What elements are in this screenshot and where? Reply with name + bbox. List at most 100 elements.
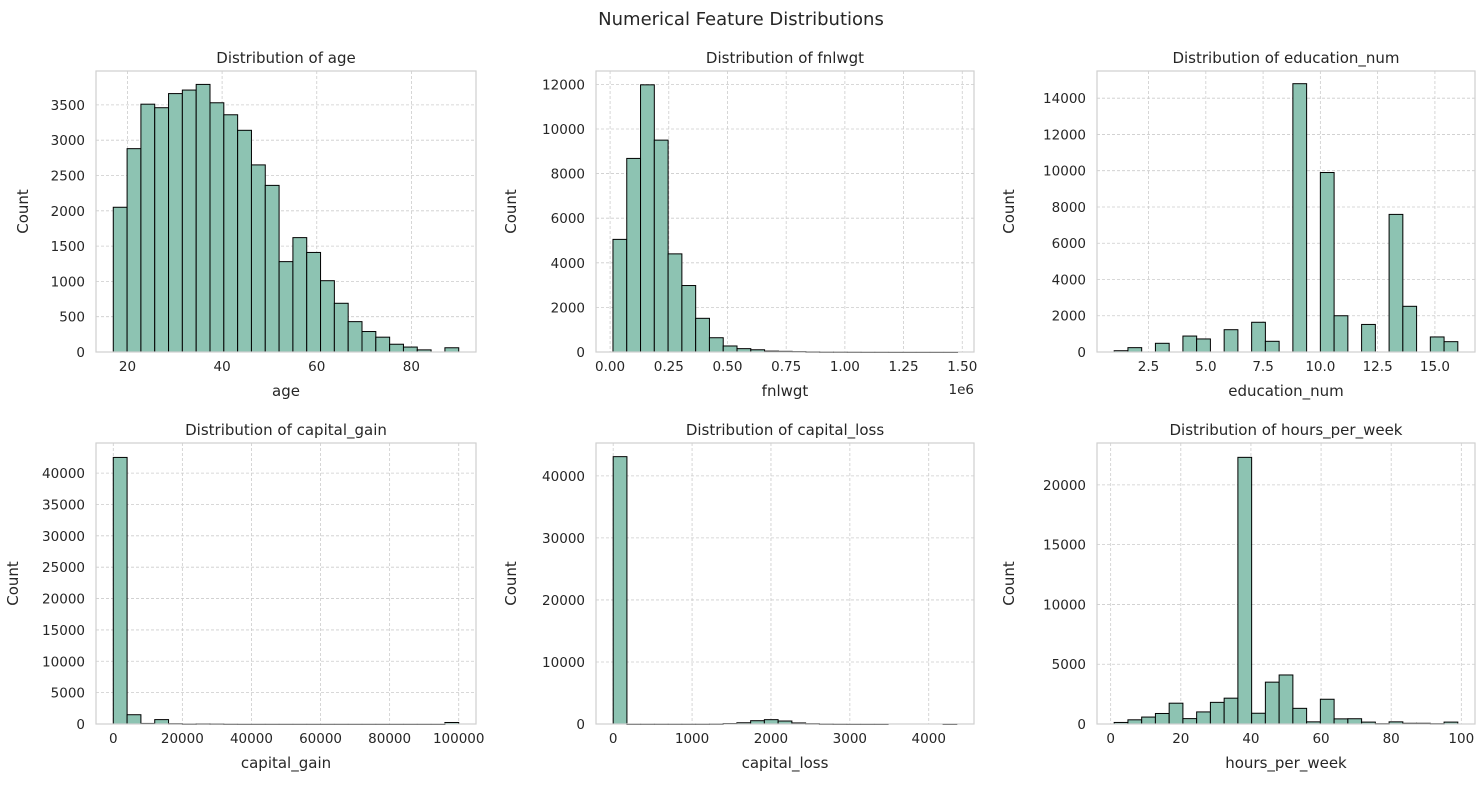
histogram-bars — [1113, 83, 1459, 353]
x-axis-label: hours_per_week — [1225, 754, 1347, 773]
histogram-bars — [1113, 456, 1459, 725]
y-tick-label: 12000 — [542, 77, 585, 93]
x-tick-label: 2000 — [754, 731, 788, 747]
y-tick-label: 30000 — [542, 531, 585, 547]
histogram-bar — [292, 237, 308, 353]
x-tick-label: 0.25 — [654, 359, 684, 375]
y-tick-label: 10000 — [42, 654, 85, 670]
y-axis-label: Count — [1000, 189, 1018, 234]
x-offset-label: 1e6 — [949, 382, 974, 398]
histogram-bar — [444, 347, 460, 353]
histogram-bar — [1292, 707, 1308, 725]
histogram-bar — [333, 302, 349, 353]
histogram-bar — [626, 157, 642, 353]
x-tick-label: 60 — [308, 359, 325, 375]
histogram-bar — [1251, 321, 1266, 353]
histogram-bar — [1196, 711, 1211, 725]
y-tick-label: 12000 — [1043, 127, 1086, 143]
y-axis-label: Count — [14, 189, 32, 234]
histogram-bar — [612, 456, 628, 725]
y-tick-label: 5000 — [1052, 657, 1086, 673]
y-tick-label: 40000 — [42, 466, 85, 482]
x-tick-label: 5.0 — [1195, 359, 1216, 375]
y-axis-label: Count — [1000, 561, 1018, 606]
histogram-bar — [195, 83, 211, 353]
y-tick-label: 0 — [1077, 345, 1086, 361]
x-tick-label: 15.0 — [1420, 359, 1450, 375]
x-tick-label: 2.5 — [1138, 359, 1159, 375]
subplot-age: 20 40 60 80 0 500 1000 1500 2000 2500 3000 3500 Dist… — [14, 49, 477, 400]
histogram-bars — [612, 84, 959, 353]
y-tick-label: 10000 — [542, 655, 585, 671]
subplot-title: Distribution of education_num — [1172, 49, 1399, 68]
subplot-hours-per-week: 0 20 40 60 80 100 0 5000 10000 15000 20000 Distribu… — [1000, 421, 1476, 773]
histogram-bar — [1388, 213, 1404, 353]
subplot-education-num: 2.5 5.0 7.5 10.0 12.5 15.0 0 2000 4000 6000 8000 10… — [1000, 49, 1476, 401]
x-tick-label: 10.0 — [1305, 359, 1335, 375]
plot-frame — [95, 70, 477, 353]
histogram-bar — [1347, 718, 1363, 725]
y-tick-label: 35000 — [42, 497, 85, 513]
plot-frame — [595, 442, 975, 725]
x-tick-label: 0.75 — [771, 359, 801, 375]
subplot-title: Distribution of hours_per_week — [1169, 421, 1402, 440]
y-tick-label: 40000 — [542, 469, 585, 485]
histogram-bar — [402, 346, 418, 353]
subplot-capital-gain: 0 20000 40000 60000 80000 100000 0 5000 10000 150… — [4, 421, 485, 773]
histogram-bar — [1443, 341, 1459, 353]
histogram-bar — [112, 456, 128, 725]
y-tick-label: 2000 — [551, 300, 585, 316]
y-tick-label: 4000 — [1052, 272, 1086, 288]
histogram-bar — [209, 102, 225, 353]
histogram-bar — [140, 103, 156, 353]
x-tick-label: 20000 — [161, 731, 204, 747]
y-tick-label: 14000 — [1043, 91, 1086, 107]
x-tick-label: 0 — [609, 731, 618, 747]
x-tick-label: 7.5 — [1252, 359, 1273, 375]
y-tick-label: 10000 — [542, 122, 585, 138]
subplot-title: Distribution of age — [216, 49, 355, 67]
plot-frame — [1096, 442, 1476, 725]
histogram-bar — [653, 139, 669, 353]
histogram-bar — [612, 238, 628, 353]
histogram-bar — [306, 251, 322, 353]
histogram-bars — [112, 83, 460, 353]
y-tick-label: 30000 — [42, 529, 85, 545]
y-tick-label: 0 — [1077, 717, 1086, 733]
y-tick-label: 20000 — [1043, 478, 1086, 494]
histogram-bar — [1251, 712, 1266, 725]
y-tick-label: 0 — [76, 345, 85, 361]
y-axis-label: Count — [502, 561, 520, 606]
x-axis-label: education_num — [1228, 382, 1344, 401]
histogram-bar — [347, 321, 363, 353]
y-tick-label: 25000 — [42, 560, 85, 576]
y-tick-label: 5000 — [51, 686, 85, 702]
x-tick-label: 0 — [109, 731, 118, 747]
x-tick-label: 0.00 — [595, 359, 625, 375]
histogram-bar — [1361, 323, 1376, 353]
x-tick-label: 100 — [1448, 731, 1474, 747]
y-tick-label: 500 — [59, 310, 85, 326]
x-axis-label: capital_loss — [742, 754, 829, 773]
x-tick-label: 12.5 — [1363, 359, 1393, 375]
x-axis-label: fnlwgt — [762, 382, 809, 400]
histogram-bar — [1141, 716, 1156, 725]
y-tick-label: 2500 — [51, 168, 85, 184]
histogram-bar — [1223, 329, 1239, 353]
y-tick-label: 10000 — [1043, 597, 1086, 613]
histogram-bar — [154, 107, 170, 353]
x-tick-label: 20 — [1172, 731, 1189, 747]
histogram-bar — [361, 331, 377, 353]
x-tick-label: 1.00 — [830, 359, 860, 375]
histogram-bar — [1154, 712, 1170, 725]
histogram-bar — [223, 114, 239, 353]
histogram-bar — [1292, 83, 1308, 353]
subplot-fnlwgt: 0.00 0.25 0.50 0.75 1.00 1.25 1.50 0 2000 4000 600… — [502, 49, 977, 400]
y-tick-label: 3500 — [51, 98, 85, 114]
histogram-bar — [763, 719, 779, 725]
x-tick-label: 100000 — [433, 731, 485, 747]
plot-frame — [1096, 70, 1476, 353]
histogram-bar — [667, 253, 683, 353]
x-tick-label: 80 — [403, 359, 420, 375]
